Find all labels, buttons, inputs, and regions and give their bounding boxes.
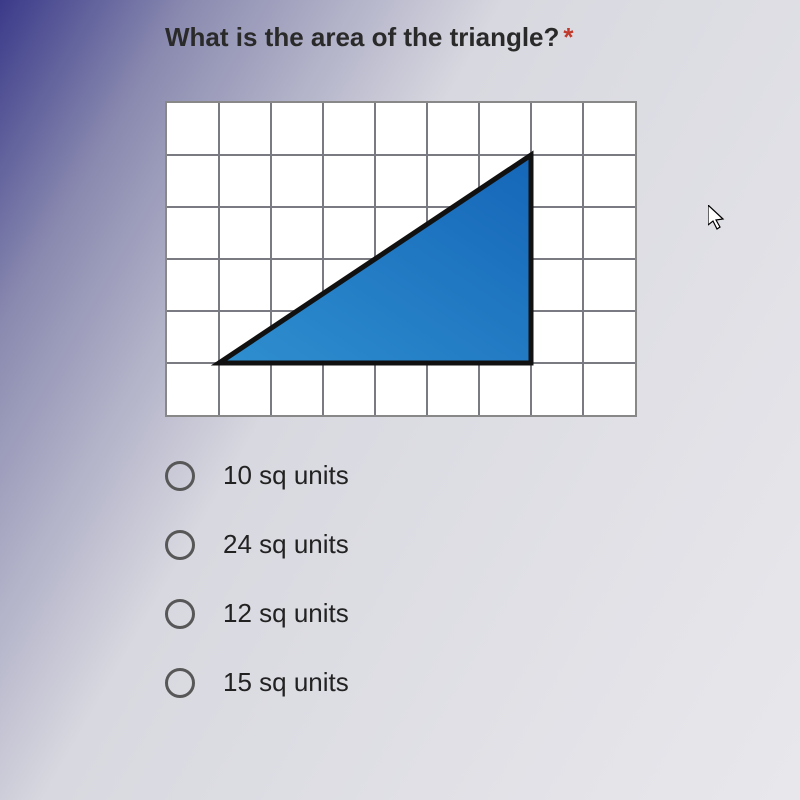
radio-icon xyxy=(165,461,195,491)
option-label: 24 sq units xyxy=(223,529,349,560)
option-label: 10 sq units xyxy=(223,460,349,491)
option-15sq[interactable]: 15 sq units xyxy=(165,667,800,698)
option-12sq[interactable]: 12 sq units xyxy=(165,598,800,629)
option-10sq[interactable]: 10 sq units xyxy=(165,460,800,491)
radio-icon xyxy=(165,668,195,698)
radio-icon xyxy=(165,530,195,560)
options-group: 10 sq units 24 sq units 12 sq units 15 s… xyxy=(165,460,800,698)
option-24sq[interactable]: 24 sq units xyxy=(165,529,800,560)
option-label: 12 sq units xyxy=(223,598,349,629)
radio-icon xyxy=(165,599,195,629)
question-text-row: What is the area of the triangle?* xyxy=(165,22,800,53)
triangle-grid-figure xyxy=(165,101,637,417)
question-text: What is the area of the triangle? xyxy=(165,22,559,52)
question-card: What is the area of the triangle?* 10 sq… xyxy=(0,0,800,698)
grid-svg xyxy=(167,103,635,415)
required-asterisk: * xyxy=(563,22,573,52)
option-label: 15 sq units xyxy=(223,667,349,698)
